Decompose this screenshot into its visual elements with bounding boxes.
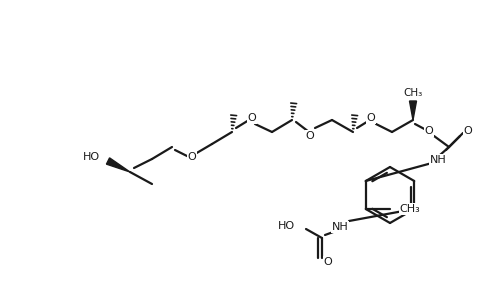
Text: O: O xyxy=(464,126,472,136)
Text: CH₃: CH₃ xyxy=(404,88,422,98)
Polygon shape xyxy=(410,101,416,120)
Text: NH: NH xyxy=(430,155,446,165)
Polygon shape xyxy=(106,158,130,172)
Text: O: O xyxy=(248,113,256,123)
Text: HO: HO xyxy=(278,221,295,231)
Text: O: O xyxy=(424,126,434,136)
Text: CH₃: CH₃ xyxy=(400,204,420,214)
Text: O: O xyxy=(306,131,314,141)
Text: O: O xyxy=(188,152,196,162)
Text: HO: HO xyxy=(83,152,100,162)
Text: NH: NH xyxy=(332,222,348,232)
Text: O: O xyxy=(366,113,376,123)
Text: O: O xyxy=(324,257,332,267)
